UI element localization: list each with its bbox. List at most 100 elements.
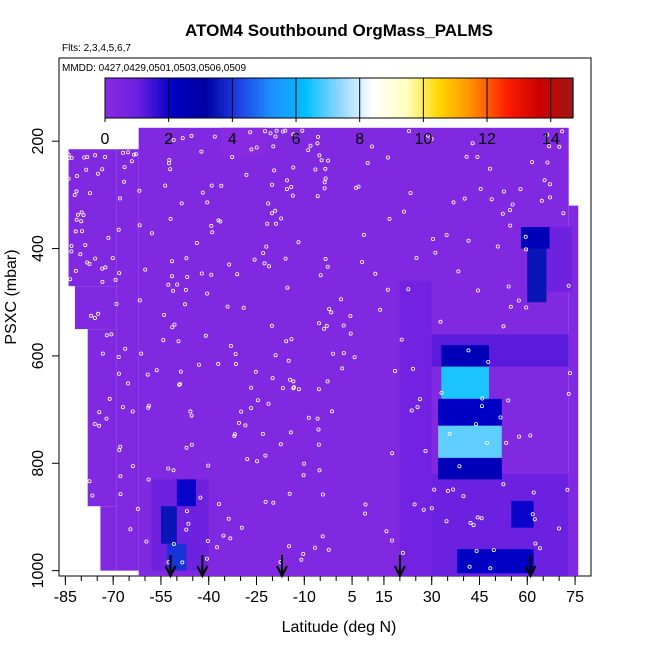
sample-point — [384, 529, 389, 534]
sample-point — [270, 376, 275, 381]
sample-point — [479, 516, 484, 521]
sample-point — [249, 385, 254, 390]
sample-point — [232, 432, 237, 437]
sample-point — [462, 196, 467, 201]
sample-point — [506, 284, 511, 289]
colorbar-cell — [435, 78, 440, 118]
sample-point — [79, 210, 84, 215]
x-tick-label: 30 — [423, 589, 441, 606]
colorbar-cell — [326, 78, 331, 118]
sample-point — [299, 557, 304, 562]
sample-point — [456, 269, 461, 274]
sample-point — [205, 291, 210, 296]
colorbar-cell — [495, 78, 499, 118]
sample-point — [133, 152, 138, 157]
coverage-cell — [568, 205, 579, 576]
colorbar-cell — [335, 78, 340, 118]
sample-point — [378, 307, 383, 312]
sample-point — [120, 405, 125, 410]
sample-point — [547, 144, 552, 149]
sample-point — [280, 129, 285, 134]
colorbar-cell — [145, 78, 150, 118]
colorbar-cell — [476, 78, 480, 118]
sample-point — [176, 339, 181, 344]
colorbar-cell — [195, 78, 200, 118]
sample-point — [548, 182, 553, 187]
sample-point — [489, 197, 494, 202]
sample-point — [279, 216, 284, 221]
sample-point — [117, 271, 122, 276]
x-tick-label: -55 — [149, 589, 172, 606]
sample-point — [171, 542, 176, 547]
sample-point — [175, 282, 180, 287]
sample-point — [518, 187, 523, 192]
sample-point — [214, 545, 219, 550]
heatmap-cell — [441, 345, 490, 367]
colorbar-cell — [192, 78, 197, 118]
sample-point — [268, 131, 273, 136]
colorbar-cell — [413, 78, 418, 118]
colorbar-cell — [264, 78, 268, 118]
sample-point — [272, 168, 277, 173]
sample-point — [135, 506, 140, 511]
colorbar-cell — [410, 78, 415, 118]
sample-point — [74, 217, 79, 222]
sample-point — [495, 244, 500, 249]
sample-point — [209, 183, 214, 188]
colorbar-cell — [407, 78, 412, 118]
sample-point — [415, 405, 420, 410]
colorbar-cell — [307, 78, 312, 118]
colorbar-cell — [304, 78, 309, 118]
sample-point — [510, 202, 515, 207]
sample-point — [180, 136, 185, 141]
colorbar-cell — [507, 78, 512, 118]
colorbar-cell — [114, 78, 119, 118]
sample-point — [239, 409, 244, 414]
sample-point — [507, 208, 512, 213]
y-axis: 200 400 600 800 1000 — [30, 128, 59, 588]
sample-point — [194, 240, 199, 245]
sample-point — [167, 158, 172, 163]
sample-point — [266, 264, 271, 269]
sample-point — [537, 546, 542, 551]
sample-point — [107, 396, 112, 401]
sample-point — [82, 155, 87, 160]
colorbar-cell — [223, 78, 228, 118]
sample-point — [322, 186, 327, 191]
sample-point — [274, 128, 279, 133]
sample-point — [171, 468, 176, 473]
sample-point — [245, 457, 250, 462]
sample-point — [300, 128, 305, 133]
colorbar-cell — [161, 78, 165, 118]
sample-point — [271, 144, 276, 149]
sample-point — [444, 233, 449, 238]
sample-point — [183, 287, 188, 292]
sample-point — [66, 176, 71, 181]
colorbar-cell — [345, 78, 349, 118]
sample-point — [80, 229, 85, 234]
colorbar-cell — [379, 78, 384, 118]
sample-point — [104, 416, 109, 421]
sample-point — [154, 368, 159, 373]
colorbar-cell — [501, 78, 505, 118]
sample-point — [317, 468, 322, 473]
sample-point — [118, 492, 123, 497]
sample-point — [486, 359, 491, 364]
sample-point — [75, 212, 80, 217]
sample-point — [315, 416, 320, 421]
sample-point — [365, 160, 370, 165]
sample-point — [315, 194, 320, 199]
colorbar-cell — [513, 78, 518, 118]
sample-point — [265, 221, 270, 226]
colorbar-cell — [158, 78, 162, 118]
colorbar-cell — [204, 78, 209, 118]
colorbar-cell — [111, 78, 115, 118]
colorbar-cell — [557, 78, 562, 118]
sample-point — [557, 144, 562, 149]
sample-point — [128, 527, 133, 532]
sample-point — [325, 264, 330, 269]
sample-point — [548, 195, 553, 200]
colorbar-cell — [207, 78, 212, 118]
sample-point — [324, 323, 329, 328]
